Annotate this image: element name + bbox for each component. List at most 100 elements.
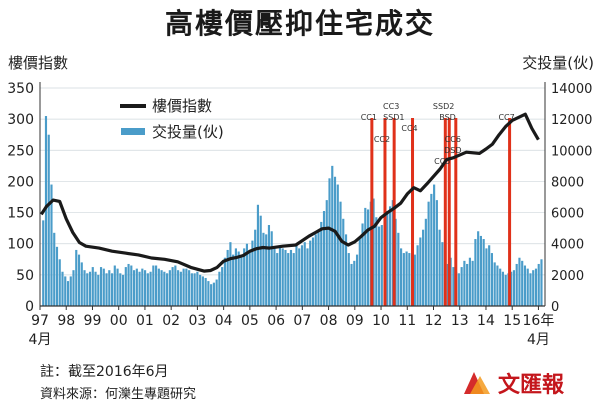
- x-tick-label: 15: [503, 313, 521, 329]
- volume-bar: [83, 270, 86, 306]
- volume-bar: [405, 251, 408, 306]
- volume-bar: [523, 265, 527, 306]
- volume-bar: [185, 268, 188, 306]
- volume-bar: [400, 248, 403, 306]
- right-tick-label: 0: [551, 300, 559, 315]
- volume-bar: [256, 204, 260, 306]
- volume-bar: [243, 248, 246, 306]
- volume-bar: [463, 260, 466, 306]
- left-tick-label: 350: [7, 81, 34, 97]
- measure-label: CC2: [374, 135, 390, 144]
- volume-bar: [452, 267, 455, 306]
- volume-bar: [210, 284, 213, 306]
- volume-bar: [479, 235, 482, 306]
- volume-bar: [152, 265, 155, 306]
- measure-label: DSD: [444, 146, 461, 155]
- volume-bar: [94, 271, 97, 306]
- x-tick-label: 13: [451, 313, 469, 329]
- measure-label: CC1: [361, 113, 377, 122]
- volume-bar: [50, 184, 53, 306]
- volume-bar: [438, 229, 441, 306]
- volume-bar: [77, 254, 81, 306]
- volume-bar: [251, 240, 254, 306]
- volume-bar: [333, 176, 337, 306]
- volume-bar: [146, 273, 149, 306]
- volume-bar: [325, 200, 328, 306]
- volume-bar: [160, 270, 163, 306]
- volume-bar: [485, 248, 488, 306]
- volume-bar: [402, 253, 405, 306]
- volume-bar: [364, 207, 367, 306]
- volume-bar: [259, 215, 262, 306]
- volume-bar: [441, 242, 444, 306]
- volume-bar: [248, 249, 251, 306]
- volume-bar: [265, 234, 268, 306]
- volume-bar: [132, 270, 136, 306]
- volume-bar: [105, 273, 108, 306]
- volume-bar: [270, 231, 273, 306]
- measure-label: CC5: [434, 157, 450, 166]
- volume-bar: [281, 248, 284, 306]
- left-axis-title: 樓價指數: [8, 54, 69, 72]
- volume-bar: [88, 271, 92, 306]
- brand-emblem-icon: [464, 372, 490, 394]
- volume-bar: [171, 267, 174, 306]
- x-tick-label: 98: [57, 313, 75, 329]
- volume-bar: [124, 267, 127, 306]
- volume-bar: [512, 270, 516, 306]
- left-tick-label: 200: [7, 174, 34, 190]
- volume-bar: [372, 198, 375, 306]
- volume-bar: [201, 276, 204, 306]
- legend-label: 交投量(伙): [152, 123, 224, 141]
- right-tick-label: 8000: [551, 175, 584, 190]
- volume-bar: [278, 246, 282, 306]
- volume-bar: [174, 265, 177, 306]
- volume-bar: [127, 263, 130, 306]
- volume-bar: [388, 206, 392, 306]
- volume-bar: [58, 259, 61, 306]
- volume-bar: [108, 270, 111, 306]
- volume-bar: [102, 268, 105, 306]
- source-note: 資料來源：何濼生專題研究: [40, 387, 197, 402]
- volume-bar: [477, 231, 480, 306]
- x-tick-label: 11: [398, 313, 416, 329]
- volume-bar: [413, 254, 416, 306]
- volume-bar: [435, 200, 438, 306]
- chart-title: 高樓價壓抑住宅成交: [164, 7, 435, 40]
- volume-bar: [350, 263, 353, 306]
- measure-label: SSD1: [383, 113, 404, 122]
- volume-bar: [119, 273, 122, 306]
- volume-bar: [386, 211, 389, 306]
- volume-bar: [358, 239, 361, 306]
- volume-bar: [510, 271, 513, 306]
- volume-bar: [69, 276, 72, 306]
- volume-bar: [166, 273, 169, 306]
- volume-bar: [342, 218, 345, 306]
- volume-bar: [518, 257, 521, 306]
- volume-bar: [501, 271, 505, 306]
- volume-bar: [317, 231, 320, 306]
- volume-bar: [482, 239, 485, 306]
- volume-bar: [66, 281, 70, 306]
- volume-bar: [320, 221, 323, 306]
- volume-bar: [471, 260, 474, 306]
- volume-bar: [168, 270, 171, 306]
- volume-bar: [262, 232, 265, 306]
- measure-label: CC3: [383, 102, 399, 111]
- volume-bar: [212, 282, 215, 306]
- volume-bar: [496, 265, 499, 306]
- volume-bar: [229, 242, 232, 306]
- volume-bar: [138, 271, 141, 306]
- volume-bar: [309, 240, 312, 306]
- volume-bar: [534, 268, 538, 306]
- x-tick-label: 08: [320, 313, 338, 329]
- x-tick-label: 14: [477, 313, 495, 329]
- x-tick-label: 06: [267, 313, 285, 329]
- left-tick-label: 300: [7, 112, 34, 128]
- x-tick-label: 02: [162, 313, 180, 329]
- volume-bar: [188, 270, 191, 306]
- left-tick-label: 0: [25, 299, 34, 315]
- volume-bar: [237, 251, 240, 306]
- volume-bar: [499, 268, 502, 306]
